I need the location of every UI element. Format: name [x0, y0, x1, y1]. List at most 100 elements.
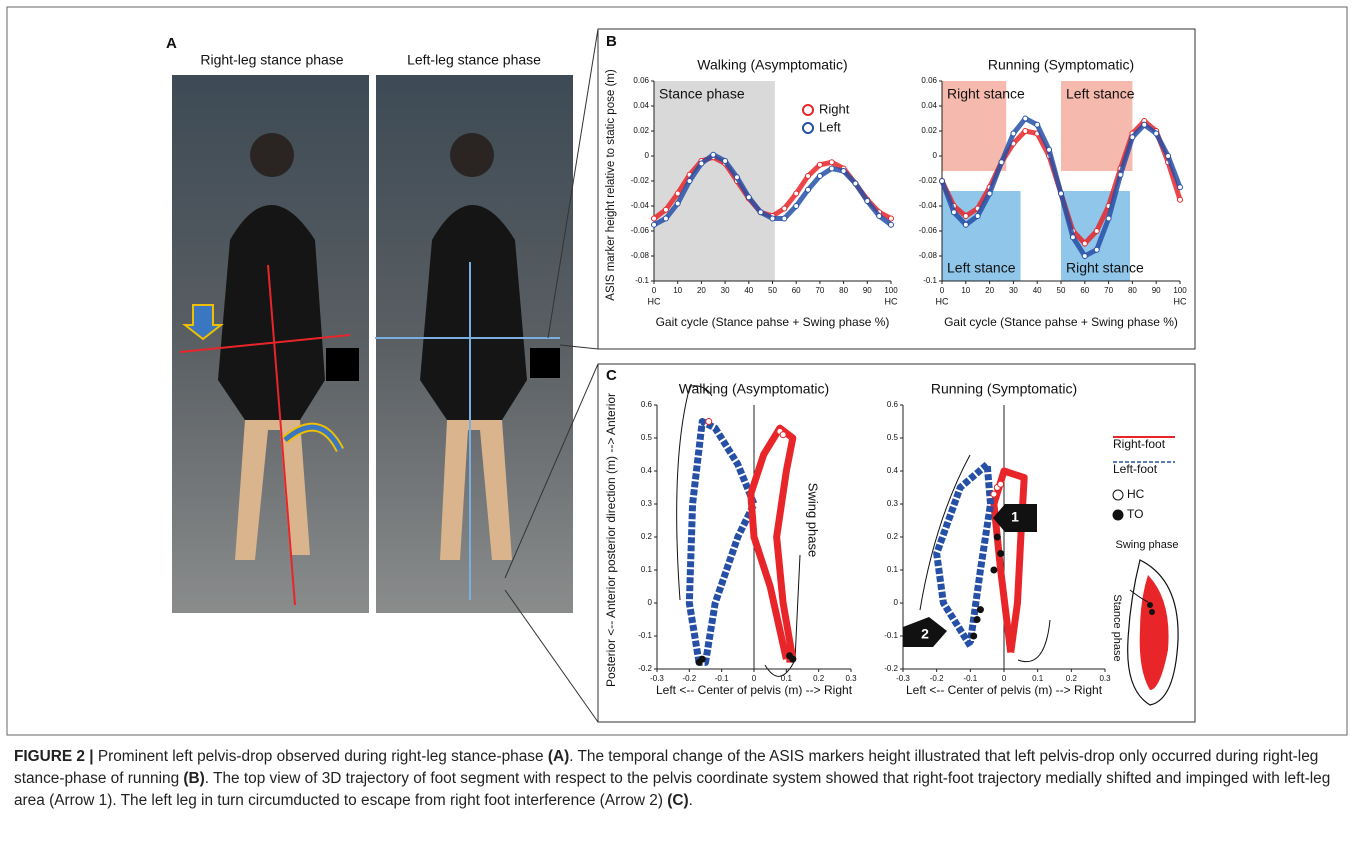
y-tick-label: 0.5	[887, 433, 899, 442]
data-point	[1178, 185, 1183, 190]
data-point	[782, 206, 787, 211]
hc-point	[780, 432, 786, 438]
x-axis-label: Gait cycle (Stance pahse + Swing phase %…	[656, 315, 890, 329]
x-tick-label: 20	[985, 286, 994, 295]
legend-label: Left-foot	[1113, 462, 1158, 476]
y-tick-label: 0.04	[633, 101, 649, 110]
hc-point	[991, 491, 997, 497]
x-tick-label: 30	[721, 286, 730, 295]
y-tick-label: -0.04	[919, 201, 938, 210]
x-tick-label: -0.3	[650, 674, 664, 683]
y-tick-label: -0.2	[884, 664, 898, 673]
caption-text: Prominent left pelvis-drop observed duri…	[94, 748, 548, 765]
x-tick-label: 0.2	[1066, 674, 1078, 683]
x-tick-label: 40	[1033, 286, 1042, 295]
data-point	[841, 169, 846, 174]
data-point	[889, 222, 894, 227]
y-tick-label: 0.02	[921, 126, 937, 135]
arrow-badge: 2	[903, 617, 947, 647]
data-point	[999, 160, 1004, 165]
to-point	[998, 551, 1004, 557]
x-tick-label: 0	[1002, 674, 1007, 683]
data-point	[829, 160, 834, 165]
data-point	[1130, 135, 1135, 140]
y-tick-label: 0.1	[641, 565, 653, 574]
x-tick-sublabel: HC	[936, 296, 949, 306]
data-point	[1178, 197, 1183, 202]
data-point	[1035, 122, 1040, 127]
x-tick-label: 80	[1128, 286, 1137, 295]
data-point	[1082, 254, 1087, 259]
photo-title: Right-leg stance phase	[200, 52, 343, 68]
x-tick-label: 50	[768, 286, 777, 295]
legend-marker	[1113, 490, 1123, 500]
x-tick-label: 0.3	[845, 674, 857, 683]
data-point	[963, 214, 968, 219]
y-tick-label: 0	[645, 151, 650, 160]
data-point	[1142, 122, 1147, 127]
y-tick-label: 0.6	[641, 400, 653, 409]
figure: A Right-leg stance phase Left-leg stance…	[0, 0, 1355, 740]
y-tick-label: 0.04	[921, 101, 937, 110]
data-point	[1070, 235, 1075, 240]
data-point	[782, 216, 787, 221]
y-tick-label: -0.2	[638, 664, 652, 673]
y-tick-label: 0	[648, 598, 653, 607]
x-tick-sublabel: HC	[1174, 296, 1187, 306]
y-axis-label: Posterior <-- Anterior posterior directi…	[604, 393, 618, 687]
data-point	[652, 222, 657, 227]
y-tick-label: 0.4	[887, 466, 899, 475]
y-tick-label: 0.02	[633, 126, 649, 135]
photo-title: Left-leg stance phase	[407, 52, 541, 68]
y-tick-label: 0.5	[641, 433, 653, 442]
data-point	[663, 207, 668, 212]
data-point	[758, 210, 763, 215]
trajectory	[937, 464, 991, 646]
data-point	[865, 199, 870, 204]
x-tick-label: -0.3	[896, 674, 910, 683]
data-point	[711, 152, 716, 157]
x-tick-label: 100	[1173, 286, 1187, 295]
x-tick-label: -0.2	[682, 674, 696, 683]
to-point	[994, 534, 1000, 540]
data-point	[675, 201, 680, 206]
data-point	[1011, 131, 1016, 136]
data-point	[1059, 191, 1064, 196]
data-point	[1118, 172, 1123, 177]
y-tick-label: 0.3	[641, 499, 653, 508]
x-tick-sublabel: HC	[885, 296, 898, 306]
data-point	[652, 216, 657, 221]
data-point	[877, 214, 882, 219]
x-tick-label: 0.2	[813, 674, 825, 683]
y-tick-label: 0.4	[641, 466, 653, 475]
to-point	[699, 656, 705, 662]
legend-label: TO	[1127, 507, 1143, 521]
data-point	[1082, 241, 1087, 246]
caption-text: (C)	[667, 792, 688, 809]
y-tick-label: -0.08	[631, 251, 650, 260]
region-label: Stance phase	[659, 86, 745, 102]
y-tick-label: -0.1	[638, 631, 652, 640]
data-point	[817, 174, 822, 179]
inset: Swing phase Stance phase	[1111, 539, 1178, 705]
caption-text: (B)	[183, 770, 204, 787]
legend-label: Right-foot	[1113, 437, 1166, 451]
trajectory	[689, 422, 754, 663]
y-tick-label: -0.02	[919, 176, 938, 185]
photo	[172, 75, 369, 613]
shaded-region	[654, 81, 775, 281]
x-tick-label: -0.1	[715, 674, 729, 683]
region-label: Left stance	[1066, 86, 1135, 102]
data-point	[734, 175, 739, 180]
annotation: 2	[921, 626, 929, 642]
x-tick-label: 30	[1009, 286, 1018, 295]
x-tick-label: 80	[839, 286, 848, 295]
x-tick-label: 70	[815, 286, 824, 295]
x-tick-label: 0	[752, 674, 757, 683]
caption-text: .	[689, 792, 693, 809]
y-tick-label: -0.04	[631, 201, 650, 210]
to-point	[971, 633, 977, 639]
x-tick-label: 60	[792, 286, 801, 295]
data-point	[1094, 229, 1099, 234]
data-point	[987, 191, 992, 196]
